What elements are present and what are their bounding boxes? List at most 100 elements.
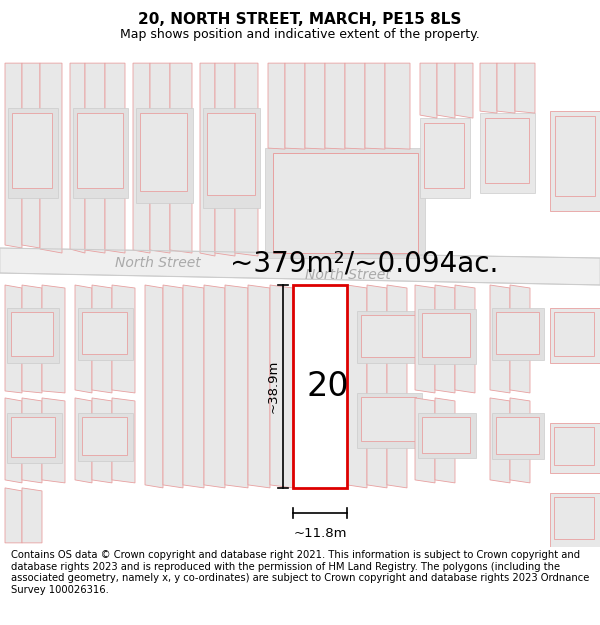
- Bar: [12, 113, 52, 188]
- Bar: [420, 118, 470, 198]
- Bar: [11, 312, 53, 356]
- Polygon shape: [215, 63, 235, 256]
- Polygon shape: [225, 285, 248, 488]
- Polygon shape: [200, 63, 215, 256]
- Bar: [82, 417, 127, 455]
- Polygon shape: [497, 63, 515, 113]
- Polygon shape: [163, 285, 183, 488]
- Bar: [136, 108, 193, 203]
- Polygon shape: [92, 285, 112, 393]
- Bar: [140, 113, 187, 191]
- Bar: [554, 497, 594, 539]
- Text: Contains OS data © Crown copyright and database right 2021. This information is : Contains OS data © Crown copyright and d…: [11, 550, 589, 595]
- Bar: [300, 303, 335, 363]
- Bar: [422, 417, 470, 453]
- Polygon shape: [70, 63, 85, 253]
- Polygon shape: [75, 398, 92, 483]
- Polygon shape: [510, 398, 530, 483]
- Bar: [496, 312, 539, 354]
- Text: 20: 20: [307, 370, 349, 403]
- Bar: [207, 113, 255, 195]
- Polygon shape: [0, 248, 600, 285]
- Bar: [7, 413, 62, 463]
- Polygon shape: [367, 285, 387, 488]
- Polygon shape: [435, 285, 455, 393]
- Polygon shape: [22, 63, 40, 248]
- Bar: [418, 309, 476, 364]
- Bar: [424, 123, 464, 188]
- Polygon shape: [385, 63, 410, 149]
- Polygon shape: [133, 63, 150, 253]
- Polygon shape: [105, 63, 125, 253]
- Bar: [7, 308, 59, 363]
- Text: ~379m²/~0.094ac.: ~379m²/~0.094ac.: [230, 249, 499, 277]
- Bar: [77, 113, 123, 188]
- Bar: [480, 113, 535, 193]
- Bar: [78, 413, 133, 461]
- Polygon shape: [490, 398, 510, 483]
- Polygon shape: [112, 398, 135, 483]
- Bar: [496, 417, 539, 454]
- Bar: [293, 285, 347, 488]
- Bar: [485, 118, 529, 183]
- Polygon shape: [285, 63, 305, 149]
- Polygon shape: [22, 398, 42, 483]
- Polygon shape: [325, 63, 345, 149]
- Polygon shape: [92, 398, 112, 483]
- Text: Map shows position and indicative extent of the property.: Map shows position and indicative extent…: [120, 28, 480, 41]
- Bar: [492, 308, 544, 360]
- Polygon shape: [170, 63, 192, 253]
- Text: ~11.8m: ~11.8m: [293, 527, 347, 540]
- Polygon shape: [5, 398, 22, 483]
- Polygon shape: [5, 63, 22, 248]
- Polygon shape: [420, 63, 437, 118]
- Bar: [492, 413, 544, 459]
- Bar: [273, 153, 418, 253]
- Bar: [422, 313, 470, 357]
- Bar: [555, 116, 595, 196]
- Polygon shape: [248, 285, 270, 488]
- Polygon shape: [5, 488, 22, 543]
- Bar: [203, 108, 260, 208]
- Polygon shape: [22, 285, 42, 393]
- Polygon shape: [365, 63, 385, 149]
- Polygon shape: [437, 63, 455, 118]
- Bar: [8, 108, 58, 198]
- Polygon shape: [415, 398, 435, 483]
- Polygon shape: [150, 63, 170, 253]
- Bar: [554, 427, 594, 465]
- Polygon shape: [5, 285, 22, 393]
- Bar: [73, 108, 128, 198]
- Bar: [361, 397, 416, 441]
- Polygon shape: [235, 63, 258, 256]
- Text: ~38.9m: ~38.9m: [266, 360, 280, 413]
- Text: 20, NORTH STREET, MARCH, PE15 8LS: 20, NORTH STREET, MARCH, PE15 8LS: [139, 12, 461, 27]
- Polygon shape: [268, 63, 285, 149]
- Polygon shape: [435, 398, 455, 483]
- Bar: [550, 111, 600, 211]
- Polygon shape: [480, 63, 497, 113]
- Bar: [265, 148, 425, 258]
- Polygon shape: [387, 285, 407, 488]
- Text: North Street: North Street: [305, 268, 391, 282]
- Polygon shape: [42, 285, 65, 393]
- Bar: [357, 311, 422, 363]
- Bar: [418, 413, 476, 458]
- Polygon shape: [40, 63, 62, 253]
- Bar: [357, 393, 422, 448]
- Polygon shape: [415, 285, 435, 393]
- Polygon shape: [42, 398, 65, 483]
- Polygon shape: [455, 285, 475, 393]
- Polygon shape: [204, 285, 225, 488]
- Polygon shape: [515, 63, 535, 113]
- Polygon shape: [270, 285, 293, 488]
- Polygon shape: [85, 63, 105, 253]
- Polygon shape: [22, 488, 42, 543]
- Bar: [78, 308, 133, 360]
- Polygon shape: [455, 63, 473, 118]
- Bar: [550, 493, 600, 547]
- Bar: [554, 312, 594, 356]
- Polygon shape: [345, 63, 365, 149]
- Polygon shape: [183, 285, 204, 488]
- Polygon shape: [75, 285, 92, 393]
